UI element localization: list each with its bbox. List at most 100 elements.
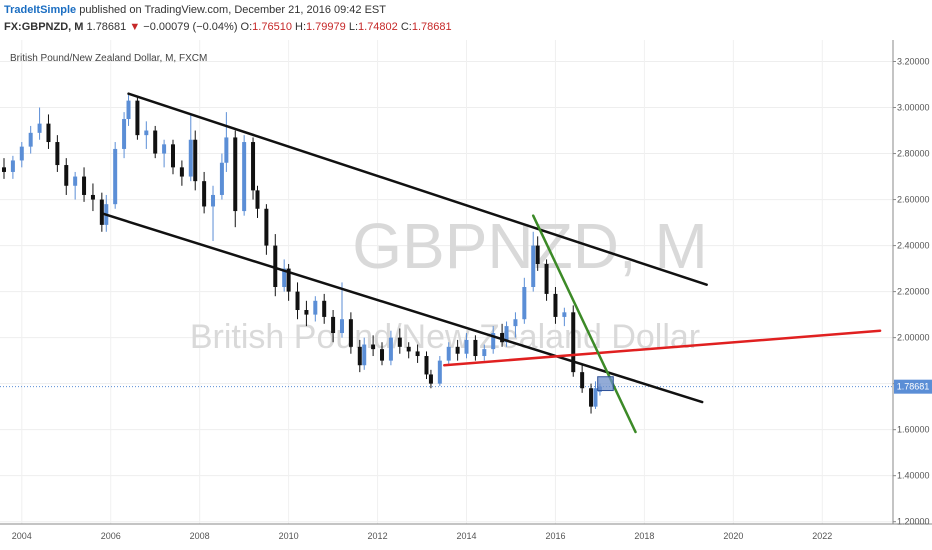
time-scale[interactable]: 2004 2006 2008 2010 2012 2014 2016 2018 2020 2022: [12, 531, 833, 541]
last-price-tag-text: 1.78681: [897, 382, 930, 392]
price-tick-label: 1.40000: [897, 471, 930, 481]
candle-body: [46, 123, 51, 143]
time-tick-label: 2010: [279, 531, 299, 541]
watermark-name: British Pound/New Zealand Dollar: [190, 318, 700, 356]
symbol-label[interactable]: FX:GBPNZD, M: [4, 21, 84, 33]
candle-body: [388, 337, 393, 361]
candle-body: [304, 310, 309, 315]
candle-body: [522, 287, 527, 320]
candle-body: [64, 165, 69, 186]
candle-body: [397, 337, 402, 347]
candle-body: [90, 194, 95, 200]
candle-body: [188, 139, 193, 177]
last-price-tag-bg: [894, 379, 932, 394]
trend-drawings: [100, 92, 882, 434]
time-tick-label: 2004: [12, 531, 32, 541]
price-tick-label: 2.80000: [897, 149, 930, 159]
down-arrow-icon: ▼: [129, 21, 141, 33]
price-tick-label: 3.00000: [897, 103, 930, 113]
open-value: 1.76510: [252, 21, 292, 33]
candle-body: [531, 245, 536, 287]
candle-body: [179, 167, 184, 177]
time-tick-label: 2022: [812, 531, 832, 541]
price-tick-label: 1.60000: [897, 425, 930, 435]
candle-body: [482, 349, 487, 357]
price-scale[interactable]: 1.200001.400001.600001.800002.000002.200…: [893, 57, 930, 527]
candle-body: [491, 333, 496, 350]
candle-body: [273, 245, 278, 287]
candle-body: [339, 319, 344, 334]
time-tick-label: 2020: [723, 531, 743, 541]
candle-body: [122, 119, 127, 149]
chart-area[interactable]: GBPNZD, M British Pound/New Zealand Doll…: [0, 40, 932, 550]
candle-body: [553, 293, 558, 317]
change-text: −0.00079 (−0.04%): [143, 21, 238, 33]
candle-body: [580, 372, 585, 389]
candle-body: [193, 139, 198, 182]
price-tick-label: 1.20000: [897, 517, 930, 527]
close-label: C:: [400, 21, 412, 33]
price-chart[interactable]: GBPNZD, M British Pound/New Zealand Doll…: [0, 40, 932, 550]
author-link[interactable]: TradeItSimple: [4, 4, 77, 16]
candles: [2, 93, 602, 414]
highlight-box[interactable]: [597, 376, 614, 392]
candle-body: [380, 349, 385, 361]
candle-body: [55, 142, 60, 166]
candle-body: [544, 263, 549, 294]
red-support-line[interactable]: [443, 329, 882, 367]
candle-body: [322, 300, 327, 317]
upper-channel-line[interactable]: [127, 92, 708, 286]
price-tick-label: 2.40000: [897, 241, 930, 251]
price-tick-label: 2.00000: [897, 333, 930, 343]
time-tick-label: 2016: [545, 531, 565, 541]
candle-body: [593, 388, 598, 407]
pane-title: British Pound/New Zealand Dollar, M, FXC…: [10, 53, 207, 64]
candle-body: [504, 326, 509, 343]
candle-body: [571, 312, 576, 373]
candle-body: [500, 333, 505, 343]
time-tick-label: 2018: [634, 531, 654, 541]
candle-body: [144, 130, 149, 136]
candle-body: [255, 190, 260, 209]
candle-body: [211, 194, 216, 207]
candle-body: [2, 167, 6, 172]
price-tick-label: 2.20000: [897, 287, 930, 297]
candle-body: [10, 160, 15, 172]
candle-body: [202, 181, 207, 207]
published-text: published on TradingView.com, December 2…: [79, 4, 386, 16]
candle-body: [371, 344, 376, 350]
price-tick-label: 2.60000: [897, 195, 930, 205]
open-label: O:: [240, 21, 253, 33]
grid: [0, 40, 893, 524]
candle-body: [424, 356, 429, 375]
candle-body: [362, 344, 367, 366]
candle-body: [170, 144, 175, 168]
last-price-text: 1.78681: [86, 21, 127, 33]
low-label: L:: [348, 21, 359, 33]
candle-body: [415, 351, 420, 357]
candle-body: [37, 123, 42, 133]
candle-body: [162, 144, 167, 154]
time-tick-label: 2008: [190, 531, 210, 541]
price-tick-label: 3.20000: [897, 57, 930, 67]
green-trend-line[interactable]: [531, 214, 637, 434]
candle-body: [224, 137, 229, 163]
candle-body: [113, 148, 118, 205]
candle-body: [135, 100, 140, 136]
candle-body: [406, 346, 411, 352]
candle-body: [126, 100, 131, 120]
candle-body: [437, 360, 442, 384]
candle-body: [464, 339, 469, 354]
candle-body: [233, 137, 238, 212]
candle-body: [82, 176, 87, 195]
high-value: 1.79979: [306, 21, 346, 33]
candle-body: [73, 176, 78, 186]
candle-body: [357, 346, 362, 366]
time-tick-label: 2014: [456, 531, 476, 541]
candle-body: [455, 346, 460, 354]
candle-body: [264, 208, 269, 246]
lower-channel-line[interactable]: [100, 212, 704, 404]
candle-body: [473, 339, 478, 357]
high-label: H:: [295, 21, 306, 33]
candle-body: [28, 132, 33, 147]
